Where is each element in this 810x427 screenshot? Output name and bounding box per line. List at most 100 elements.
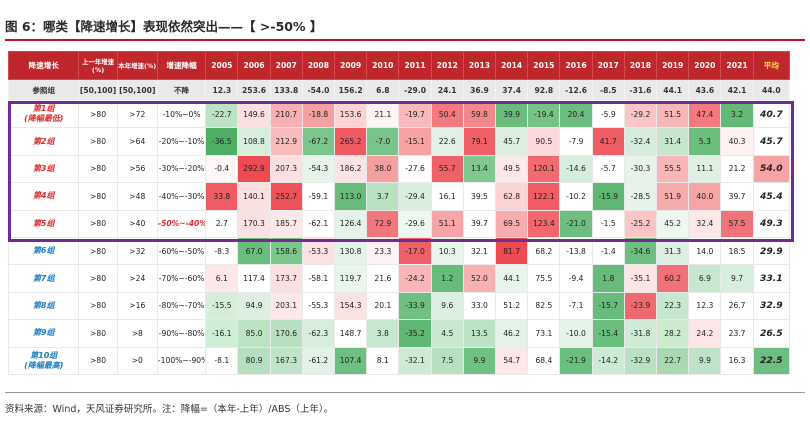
group-value: 2.7 <box>205 209 239 238</box>
group-value: -32.9 <box>623 346 658 375</box>
reference-value: 43.6 <box>688 79 722 101</box>
header-year: 2016 <box>559 51 593 80</box>
group-decline: -30%~-20% <box>156 154 207 184</box>
group-value: 140.1 <box>237 182 271 211</box>
group-value: 57.5 <box>720 209 754 238</box>
group-decline: -10%~0% <box>156 99 207 129</box>
group-value: 119.7 <box>334 264 368 293</box>
group-value: 3.7 <box>366 182 400 211</box>
group-value: 45.2 <box>656 209 690 238</box>
header-year: 2012 <box>430 51 464 80</box>
group-label-line1: 第10组 <box>30 350 58 360</box>
group-value: 126.4 <box>334 209 368 238</box>
group-average: 32.9 <box>752 291 791 321</box>
group-this: >24 <box>116 264 158 293</box>
group-value: 149.6 <box>237 99 271 129</box>
group-value: -27.6 <box>398 154 432 184</box>
group-value: 60.2 <box>656 264 690 293</box>
group-value: 148.7 <box>334 319 368 348</box>
group-row: 第5组 >80 >40 -50%~-40% 2.7 170.3 185.7 -62.1 126.… <box>7 209 791 238</box>
header-year: 2019 <box>656 51 690 80</box>
group-value: -33.9 <box>398 291 432 321</box>
reference-value: 24.1 <box>430 79 464 101</box>
reference-prev: [50,100] <box>78 79 118 101</box>
group-this: >32 <box>116 236 158 266</box>
group-value: -61.2 <box>301 346 336 375</box>
group-value: 69.5 <box>495 209 529 238</box>
group-value: 49.5 <box>495 154 529 184</box>
group-label: 第5组 <box>7 209 80 238</box>
group-value: -54.3 <box>301 154 336 184</box>
group-prev: >80 <box>78 236 118 266</box>
group-value: 23.3 <box>366 236 400 266</box>
group-value: -10.2 <box>559 182 593 211</box>
group-average: 45.7 <box>752 127 791 156</box>
group-value: -62.3 <box>301 319 336 348</box>
header-year: 2013 <box>462 51 497 80</box>
group-value: -13.8 <box>559 236 593 266</box>
group-value: 52.0 <box>462 264 497 293</box>
group-value: 68.2 <box>527 236 561 266</box>
header-this-year: 本年增速(%) <box>116 51 158 80</box>
header-year: 2015 <box>527 51 561 80</box>
group-value: -34.6 <box>623 236 658 266</box>
group-prev: >80 <box>78 127 118 156</box>
group-label-line1: 第7组 <box>32 273 55 283</box>
group-this: >40 <box>116 209 158 238</box>
group-value: 21.2 <box>720 154 754 184</box>
group-value: 47.4 <box>688 99 722 129</box>
group-row: 第1组 (降幅最低) >80 >72 -10%~0% -22.7 149.6 210.7 -18… <box>7 99 791 129</box>
group-value: -23.9 <box>623 291 658 321</box>
group-value: 39.9 <box>495 99 529 129</box>
group-average: 29.9 <box>752 236 791 266</box>
group-value: 130.8 <box>334 236 368 266</box>
group-label-line1: 第1组 <box>32 104 55 114</box>
group-average: 49.3 <box>752 209 791 238</box>
group-value: -7.0 <box>366 127 400 156</box>
group-value: 9.9 <box>462 346 497 375</box>
group-value: -0.4 <box>205 154 239 184</box>
group-value: -55.3 <box>301 291 336 321</box>
group-value: -7.1 <box>559 291 593 321</box>
reference-decline: 不降 <box>156 79 207 101</box>
group-value: 7.5 <box>430 346 464 375</box>
group-value: -19.4 <box>527 99 561 129</box>
group-value: 252.7 <box>269 182 303 211</box>
group-average: 22.5 <box>752 346 791 375</box>
group-value: 31.3 <box>656 236 690 266</box>
group-value: -10.0 <box>559 319 593 348</box>
group-value: -29.4 <box>398 182 432 211</box>
group-value: 9.6 <box>430 291 464 321</box>
group-value: 40.0 <box>688 182 722 211</box>
group-value: 39.7 <box>720 182 754 211</box>
group-prev: >80 <box>78 99 118 129</box>
group-value: -8.1 <box>205 346 239 375</box>
group-value: 41.7 <box>591 127 625 156</box>
group-value: 1.2 <box>430 264 464 293</box>
header-year: 2010 <box>366 51 400 80</box>
group-value: 9.7 <box>720 264 754 293</box>
group-value: 44.1 <box>495 264 529 293</box>
group-value: 122.1 <box>527 182 561 211</box>
reference-value: 36.9 <box>462 79 497 101</box>
group-label: 第2组 <box>7 127 80 156</box>
group-decline: -50%~-40% <box>156 209 207 238</box>
group-value: -58.1 <box>301 264 336 293</box>
group-value: 62.8 <box>495 182 529 211</box>
group-value: -1.4 <box>591 236 625 266</box>
header-average: 平均 <box>752 51 791 80</box>
group-row: 第4组 >80 >48 -40%~-30% 33.8 140.1 252.7 -59.1 113… <box>7 182 791 211</box>
group-value: 45.7 <box>495 127 529 156</box>
group-value: 51.5 <box>656 99 690 129</box>
group-prev: >80 <box>78 209 118 238</box>
group-value: -22.7 <box>205 99 239 129</box>
group-value: -32.1 <box>398 346 432 375</box>
group-this: >72 <box>116 99 158 129</box>
header-group: 降速增长 <box>7 51 80 80</box>
group-value: 75.5 <box>527 264 561 293</box>
group-value: -32.4 <box>623 127 658 156</box>
group-value: -29.6 <box>398 209 432 238</box>
group-value: 5.3 <box>688 127 722 156</box>
group-value: 32.1 <box>462 236 497 266</box>
group-value: 185.7 <box>269 209 303 238</box>
